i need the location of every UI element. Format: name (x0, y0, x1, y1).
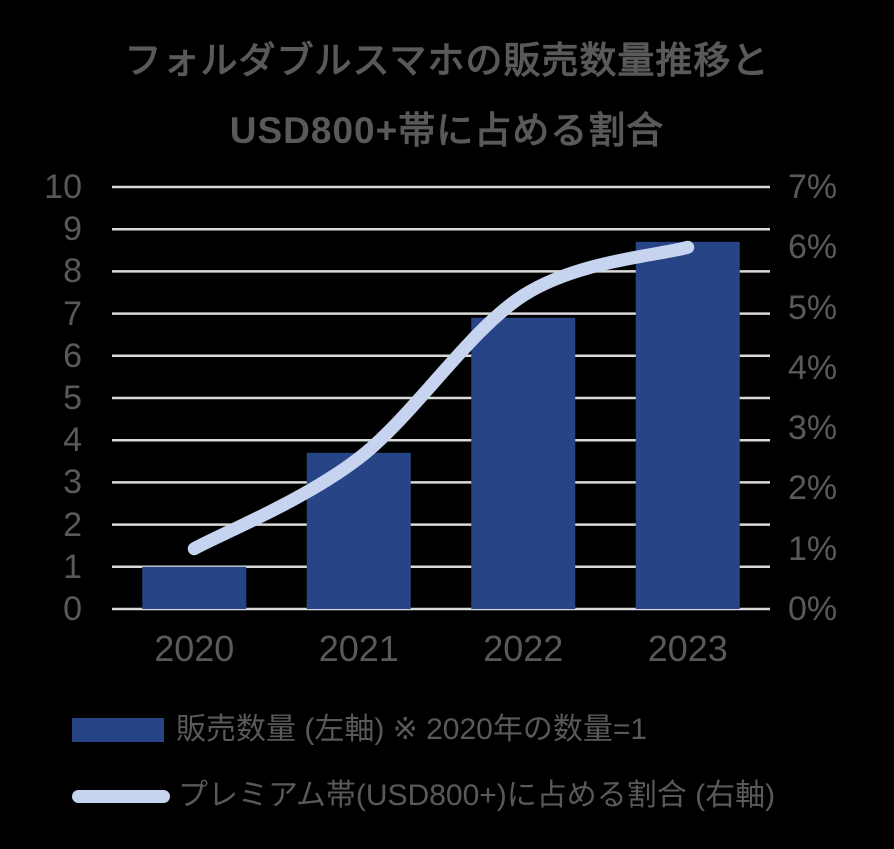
right-axis-tick-1%: 1% (788, 529, 838, 568)
line-series-swatch (72, 789, 170, 803)
left-axis-tick-4: 4 (63, 421, 82, 460)
bar-2022 (471, 317, 576, 609)
right-axis-tick-4%: 4% (788, 348, 838, 387)
x-axis-label-2023: 2023 (647, 628, 728, 669)
left-axis-tick-6: 6 (63, 336, 82, 375)
x-axis-label-2022: 2022 (483, 628, 564, 669)
left-axis-tick-10: 10 (44, 168, 82, 206)
right-axis-tick-5%: 5% (788, 288, 838, 327)
left-axis-tick-7: 7 (63, 294, 82, 333)
chart-title-line2: USD800+帯に占める割合 (229, 110, 665, 151)
left-axis-tick-3: 3 (63, 463, 82, 502)
legend: 販売数量 (左軸) ※ 2020年の数量=1 プレミアム帯(USD800+)に占… (72, 708, 775, 818)
right-axis-tick-3%: 3% (788, 409, 838, 448)
legend-item-sales: 販売数量 (左軸) ※ 2020年の数量=1 (72, 708, 775, 752)
bar-series-swatch (72, 718, 164, 742)
legend-item-premium-share: プレミアム帯(USD800+)に占める割合 (右軸) (72, 774, 775, 818)
bar-2023 (635, 241, 740, 610)
x-axis-label-2020: 2020 (154, 628, 235, 669)
left-axis-tick-0: 0 (63, 590, 82, 628)
right-axis-tick-2%: 2% (788, 469, 838, 508)
left-axis-tick-8: 8 (63, 252, 82, 291)
chart-title-line1: フォルダブルスマホの販売数量推移と (124, 40, 770, 81)
chart-title: フォルダブルスマホの販売数量推移と USD800+帯に占める割合 (0, 26, 894, 166)
right-axis-tick-6%: 6% (788, 228, 838, 267)
right-axis-tick-7%: 7% (788, 168, 838, 206)
left-axis-tick-1: 1 (63, 547, 82, 586)
bar-2020 (142, 566, 247, 609)
left-axis-tick-9: 9 (63, 210, 82, 249)
x-axis-label-2021: 2021 (318, 628, 399, 669)
left-axis-tick-5: 5 (63, 379, 82, 417)
premium-share-line (187, 240, 695, 556)
legend-label-premium-share: プレミアム帯(USD800+)に占める割合 (右軸) (178, 779, 776, 812)
left-axis-tick-2: 2 (63, 505, 82, 544)
right-axis-tick-0%: 0% (788, 590, 838, 628)
legend-label-sales: 販売数量 (左軸) ※ 2020年の数量=1 (176, 713, 648, 746)
